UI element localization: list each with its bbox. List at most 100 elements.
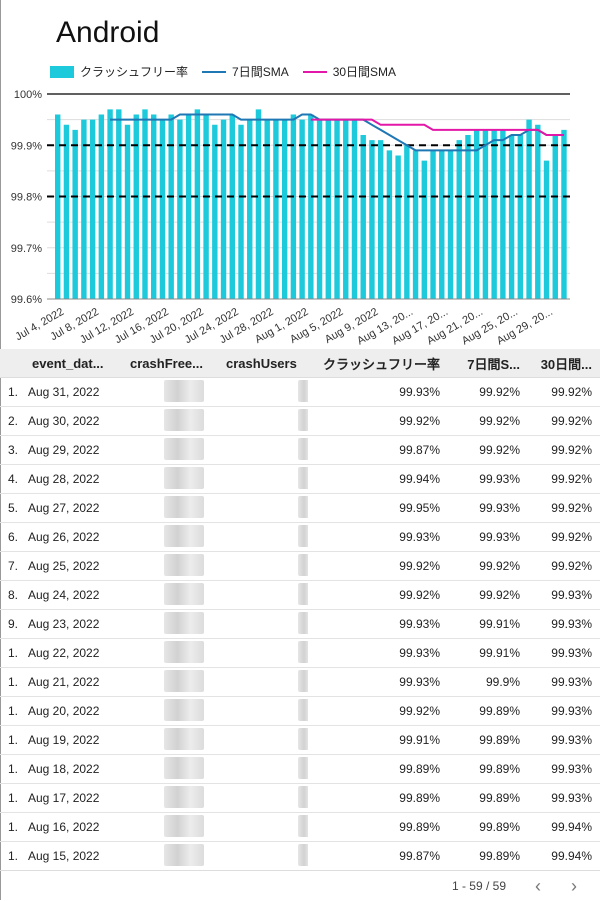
row-index: 2. bbox=[8, 414, 19, 428]
cell-event-date: Aug 25, 2022 bbox=[28, 559, 100, 573]
chevron-right-icon[interactable]: › bbox=[571, 875, 577, 896]
chart-legend: クラッシュフリー率 7日間SMA 30日間SMA bbox=[50, 63, 410, 80]
table-row[interactable]: 1. Aug 16, 2022 99.89% 99.89% 99.94% bbox=[0, 813, 600, 842]
cell-crash-free-users bbox=[122, 727, 218, 753]
row-index: 1. bbox=[8, 385, 19, 399]
cell-event-date: Aug 15, 2022 bbox=[28, 849, 100, 863]
data-table: event_dat... crashFree... crashUsers クラッ… bbox=[0, 349, 600, 871]
cell-crash-free-users bbox=[122, 698, 218, 724]
legend-label-bar: クラッシュフリー率 bbox=[80, 65, 189, 79]
bar bbox=[421, 160, 428, 299]
cell-crash-users bbox=[218, 379, 308, 405]
table-row[interactable]: 7. Aug 25, 2022 99.92% 99.92% 99.92% bbox=[0, 552, 600, 581]
table-row[interactable]: 4. Aug 28, 2022 99.94% 99.93% 99.92% bbox=[0, 465, 600, 494]
cell-event-date: Aug 28, 2022 bbox=[28, 472, 100, 486]
cell-crash-users bbox=[218, 814, 308, 840]
table-row[interactable]: 1. Aug 31, 2022 99.93% 99.92% 99.92% bbox=[0, 378, 600, 407]
cell-crash-users bbox=[218, 669, 308, 695]
table-row[interactable]: 9. Aug 23, 2022 99.93% 99.91% 99.93% bbox=[0, 610, 600, 639]
cell-crash-free-rate: 99.93% bbox=[399, 385, 440, 399]
table-row[interactable]: 1. Aug 20, 2022 99.92% 99.89% 99.93% bbox=[0, 697, 600, 726]
redacted-value bbox=[298, 843, 308, 866]
table-row[interactable]: 1. Aug 22, 2022 99.93% 99.91% 99.93% bbox=[0, 639, 600, 668]
table-row[interactable]: 1. Aug 15, 2022 99.87% 99.89% 99.94% bbox=[0, 842, 600, 871]
legend-swatch-bar bbox=[50, 65, 74, 78]
redacted-value bbox=[298, 669, 308, 692]
legend-label-sma30: 30日間SMA bbox=[332, 65, 397, 79]
bar bbox=[395, 155, 401, 299]
cell-crash-users bbox=[218, 640, 308, 666]
cell-event-date: Aug 26, 2022 bbox=[28, 530, 100, 544]
table-row[interactable]: 8. Aug 24, 2022 99.92% 99.92% 99.93% bbox=[0, 581, 600, 610]
redacted-value bbox=[298, 727, 308, 750]
cell-crash-users bbox=[218, 756, 308, 782]
redacted-value bbox=[164, 756, 204, 779]
cell-sma7: 99.89% bbox=[479, 791, 520, 805]
row-index: 6. bbox=[8, 530, 19, 544]
cell-sma30: 99.94% bbox=[551, 820, 592, 834]
y-tick-label: 99.9% bbox=[11, 140, 42, 152]
header-crash-users[interactable]: crashUsers bbox=[226, 355, 297, 371]
header-sma7[interactable]: 7日間S... bbox=[467, 356, 520, 372]
bar bbox=[386, 150, 393, 299]
cell-sma7: 99.92% bbox=[479, 414, 520, 428]
cell-sma30: 99.94% bbox=[551, 849, 592, 863]
cell-crash-users bbox=[218, 785, 308, 811]
bar bbox=[142, 109, 148, 299]
cell-sma7: 99.93% bbox=[479, 501, 520, 515]
table-header-row: event_dat... crashFree... crashUsers クラッ… bbox=[0, 349, 600, 378]
bar bbox=[360, 135, 366, 299]
cell-crash-free-users bbox=[122, 379, 218, 405]
table-row[interactable]: 1. Aug 21, 2022 99.93% 99.9% 99.93% bbox=[0, 668, 600, 697]
cell-sma7: 99.91% bbox=[479, 646, 520, 660]
bar bbox=[535, 124, 541, 299]
cell-sma7: 99.93% bbox=[479, 530, 520, 544]
legend-item-sma7[interactable]: 7日間SMA bbox=[202, 63, 289, 80]
cell-sma7: 99.92% bbox=[479, 559, 520, 573]
cell-sma30: 99.92% bbox=[551, 501, 592, 515]
table-row[interactable]: 1. Aug 18, 2022 99.89% 99.89% 99.93% bbox=[0, 755, 600, 784]
table-row[interactable]: 6. Aug 26, 2022 99.93% 99.93% 99.92% bbox=[0, 523, 600, 552]
pagination-range: 1 - 59 / 59 bbox=[451, 879, 506, 893]
cell-crash-free-rate: 99.89% bbox=[399, 820, 440, 834]
bar bbox=[290, 114, 297, 299]
redacted-value bbox=[298, 611, 308, 634]
redacted-value bbox=[164, 379, 204, 402]
chevron-left-icon[interactable]: ‹ bbox=[535, 875, 541, 896]
cell-crash-free-users bbox=[122, 582, 218, 608]
redacted-value bbox=[298, 524, 308, 547]
redacted-value bbox=[164, 495, 204, 518]
cell-crash-free-users bbox=[122, 640, 218, 666]
bar bbox=[316, 119, 323, 299]
legend-item-sma30[interactable]: 30日間SMA bbox=[302, 63, 397, 80]
bar bbox=[500, 129, 506, 299]
redacted-value bbox=[298, 640, 308, 663]
table-row[interactable]: 5. Aug 27, 2022 99.95% 99.93% 99.92% bbox=[0, 494, 600, 523]
table-row[interactable]: 2. Aug 30, 2022 99.92% 99.92% 99.92% bbox=[0, 407, 600, 436]
header-crash-free-rate[interactable]: クラッシュフリー率 bbox=[322, 356, 440, 372]
cell-crash-free-users bbox=[122, 553, 218, 579]
cell-sma7: 99.92% bbox=[479, 588, 520, 602]
cell-sma30: 99.93% bbox=[551, 588, 592, 602]
redacted-value bbox=[298, 785, 308, 808]
row-index: 5. bbox=[8, 501, 19, 515]
table-row[interactable]: 3. Aug 29, 2022 99.87% 99.92% 99.92% bbox=[0, 436, 600, 465]
y-tick-label: 99.8% bbox=[11, 192, 42, 204]
cell-crash-free-users bbox=[122, 611, 218, 637]
bar bbox=[465, 135, 471, 299]
table-row[interactable]: 1. Aug 17, 2022 99.89% 99.89% 99.93% bbox=[0, 784, 600, 813]
header-event-date[interactable]: event_dat... bbox=[32, 355, 104, 371]
header-sma30[interactable]: 30日間... bbox=[540, 356, 592, 372]
cell-crash-free-rate: 99.93% bbox=[399, 675, 440, 689]
row-index: 1. bbox=[8, 733, 19, 747]
bar bbox=[508, 135, 515, 299]
redacted-value bbox=[298, 408, 308, 431]
cell-sma7: 99.89% bbox=[479, 820, 520, 834]
bar bbox=[124, 124, 131, 299]
bar bbox=[63, 124, 70, 299]
header-crash-free-users[interactable]: crashFree... bbox=[130, 355, 203, 371]
table-row[interactable]: 1. Aug 19, 2022 99.91% 99.89% 99.93% bbox=[0, 726, 600, 755]
cell-sma30: 99.92% bbox=[551, 414, 592, 428]
legend-item-bar[interactable]: クラッシュフリー率 bbox=[50, 63, 188, 80]
cell-crash-users bbox=[218, 495, 308, 521]
